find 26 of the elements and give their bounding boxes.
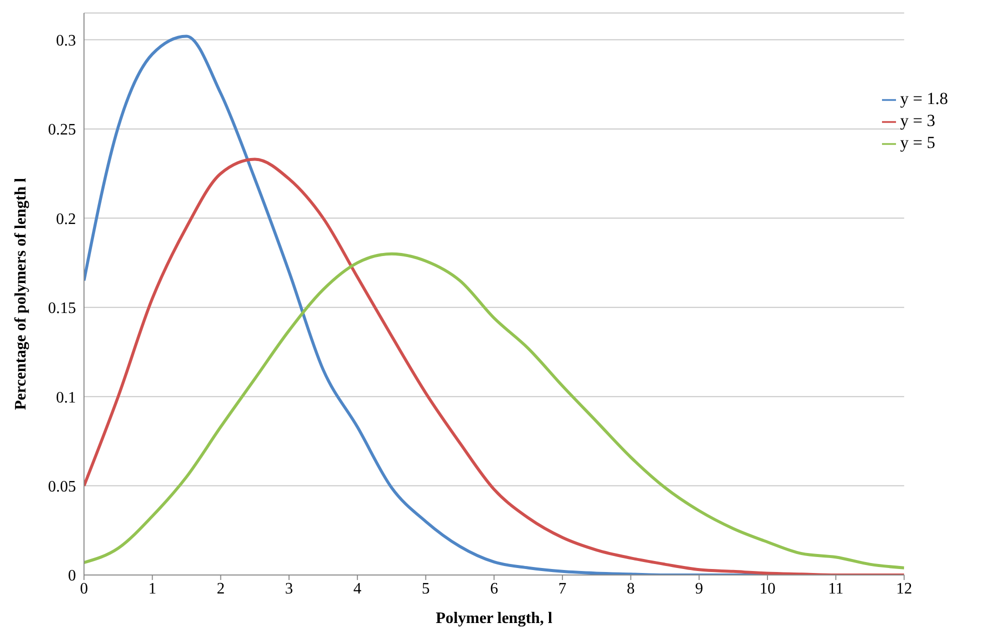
x-tick-label: 1 [148, 580, 156, 598]
y-tick-label: 0.05 [48, 478, 76, 496]
y-tick-label: 0.1 [56, 389, 76, 406]
x-tick-label: 12 [896, 580, 912, 598]
x-axis-title: Polymer length, l [436, 610, 553, 627]
x-tick-label: 10 [759, 580, 776, 598]
line-series [84, 252, 904, 570]
y-tick-label: 0.2 [56, 210, 76, 228]
y-tick-label: 0.15 [48, 300, 76, 318]
x-tick-label: 2 [216, 580, 225, 598]
x-tick-label: 11 [828, 580, 844, 598]
x-tick-label: 3 [285, 580, 294, 598]
y-tick-label: 0.25 [48, 122, 76, 139]
legend-label: y = 5 [900, 133, 936, 152]
x-tick-label: 5 [422, 580, 430, 598]
x-tick-label: 9 [695, 580, 704, 598]
x-tick-label: 6 [490, 580, 498, 598]
x-tick-label: 4 [353, 580, 362, 598]
legend-label: y = 3 [900, 111, 936, 130]
legend-label: y = 1.8 [900, 89, 948, 108]
y-tick-label: 0 [68, 568, 76, 585]
x-tick-label: 0 [80, 580, 88, 598]
y-axis-title: Percentage of polymers of length l [12, 177, 30, 410]
x-tick-label: 7 [558, 580, 566, 598]
y-tick-label: 0.3 [56, 32, 76, 50]
x-tick-label: 8 [626, 580, 635, 598]
